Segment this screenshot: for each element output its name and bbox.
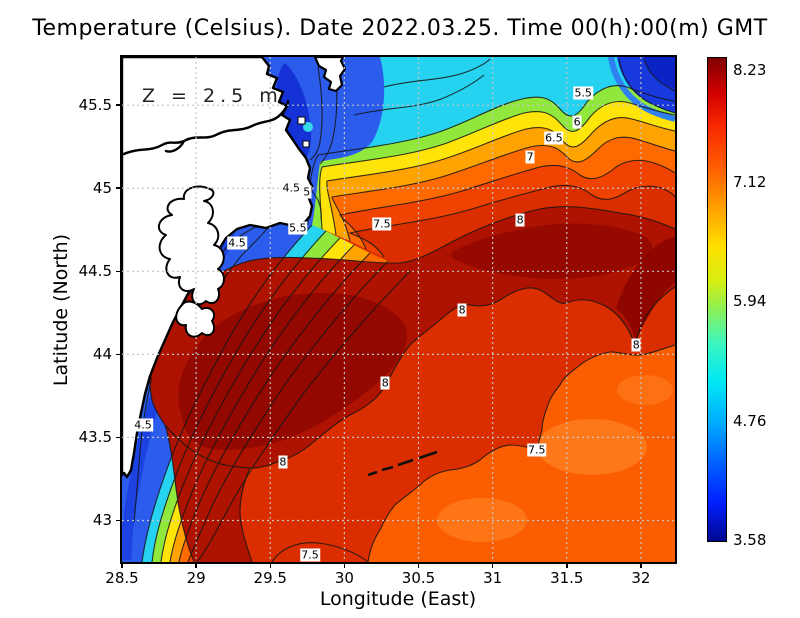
contour-label: 7	[525, 150, 535, 164]
y-axis-tick-label: 45.5	[78, 96, 112, 115]
x-axis-tick-label: 31	[483, 569, 503, 587]
y-axis-tick	[116, 353, 122, 356]
page-title: Temperature (Celsius). Date 2022.03.25. …	[32, 16, 768, 41]
cold-blob-northeast	[608, 57, 675, 122]
colorbar-tick-label: 5.94	[733, 292, 767, 311]
y-axis-tick	[116, 519, 122, 522]
y-axis-tick	[116, 104, 122, 106]
x-axis-tick	[640, 562, 642, 568]
contour-label: 8	[457, 303, 467, 317]
y-axis-tick-label: 45	[92, 179, 112, 198]
y-axis-tick-label: 44.5	[78, 262, 112, 281]
contour-label: 5.5	[288, 221, 308, 235]
x-axis-tick-label: 30.5	[401, 569, 436, 587]
x-axis-tick-label: 30	[334, 569, 354, 587]
x-axis-tick	[269, 562, 271, 568]
y-axis-tick	[116, 436, 122, 439]
x-axis-tick	[491, 562, 494, 568]
x-axis-tick	[417, 562, 420, 568]
river	[122, 99, 290, 156]
plot-area: Z = 2.5 m 5.5 6 6.5 7 7.5 8 8 8 8 8 4.5 5 5.5 4.5 4.5 7…	[120, 55, 677, 564]
y-axis-tick	[116, 270, 122, 273]
gridlines	[122, 57, 675, 562]
contour-lines	[133, 58, 675, 562]
lagoon-south-lobe	[175, 300, 216, 338]
temperature-field-svg	[122, 57, 675, 562]
contour-label: 7.5	[527, 443, 547, 457]
colorbar-tick-label: 4.76	[733, 411, 767, 430]
colorbar-tick-label: 8.23	[733, 61, 767, 79]
y-axis-tick-label: 43	[92, 511, 112, 530]
coastline	[122, 57, 314, 479]
colorbar-tick-label: 3.58	[733, 531, 767, 549]
x-axis-tick	[343, 562, 346, 568]
contour-label: 8	[515, 213, 525, 227]
y-axis-tick	[116, 187, 122, 189]
contour-label: 6	[572, 115, 582, 129]
x-axis-title: Longitude (East)	[319, 588, 477, 610]
contour-label: 8	[278, 455, 288, 469]
contour-label: 5	[302, 185, 312, 199]
masked-cell	[297, 116, 306, 125]
x-axis-tick	[195, 562, 197, 568]
contour-label: 5.5	[573, 86, 593, 100]
y-axis-tick-label: 43.5	[78, 428, 112, 447]
masked-cell	[302, 140, 310, 148]
contour-label: 7.5	[300, 548, 320, 562]
contour-label: 8	[380, 376, 390, 390]
delta-tongue	[313, 57, 347, 93]
contour-label: 4.5	[227, 236, 247, 250]
land-mass	[122, 57, 347, 479]
colorbar	[707, 57, 727, 542]
x-axis-tick-label: 29	[186, 569, 206, 587]
x-axis-tick-label: 28.5	[105, 569, 139, 587]
x-axis-tick	[566, 562, 568, 568]
contour-label: 6.5	[544, 131, 564, 145]
x-axis-tick-label: 29.5	[253, 569, 287, 587]
contour-label: 7.5	[372, 217, 392, 231]
x-axis-tick	[121, 562, 123, 568]
colorbar-tick-label: 7.12	[733, 173, 767, 192]
warm-core-region	[148, 206, 675, 562]
depth-annotation: Z = 2.5 m	[142, 85, 283, 107]
contour-label: 4.5	[281, 181, 301, 195]
contour-label: 8	[631, 338, 641, 352]
x-axis-tick-label: 32	[631, 569, 651, 587]
islet-dashes	[367, 450, 438, 477]
y-axis-title: Latitude (North)	[50, 233, 72, 387]
contour-label: 4.5	[133, 418, 153, 432]
x-axis-tick-label: 31.5	[550, 569, 584, 587]
y-axis-tick-label: 44	[92, 345, 112, 364]
